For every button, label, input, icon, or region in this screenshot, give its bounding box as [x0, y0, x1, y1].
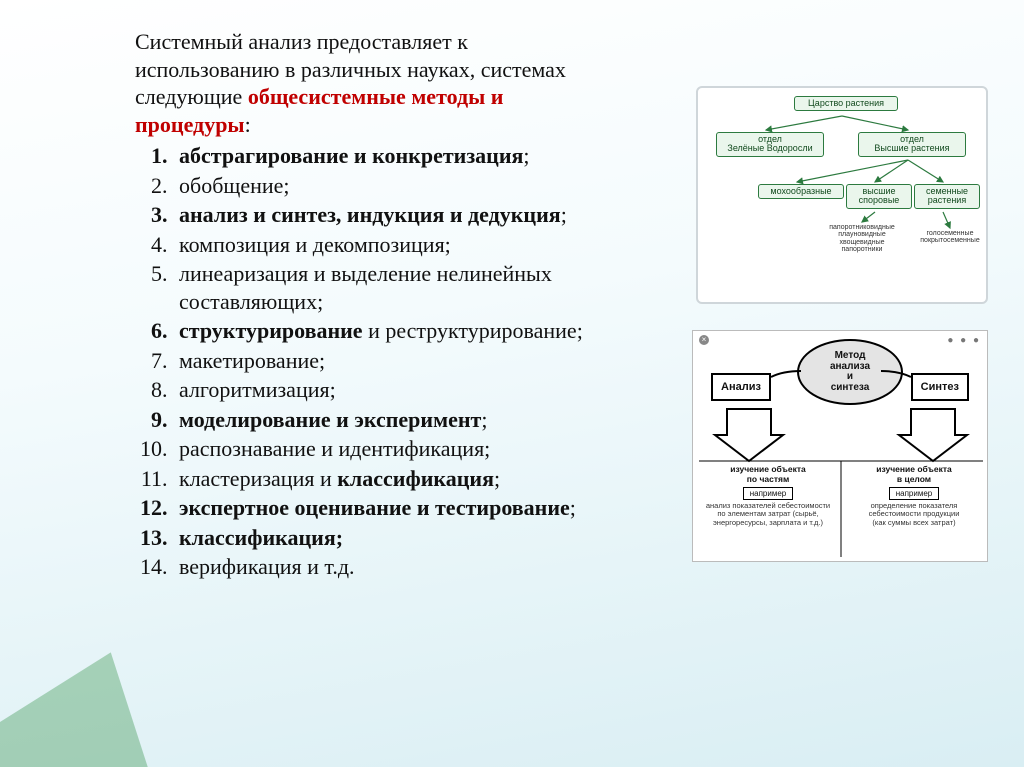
list-item: обобщение; — [173, 172, 665, 200]
bold-text: абстрагирование и конкретизация — [179, 143, 523, 168]
example-label-left: например — [743, 487, 794, 500]
tree-leaf: папоротниковидныеплауновидныехвощевидные… — [816, 224, 908, 253]
text: макетирование; — [179, 348, 325, 373]
left-col-title: изучение объектапо частям — [703, 465, 833, 485]
text: ; — [494, 466, 500, 491]
intro-colon: : — [245, 112, 251, 137]
text: распознавание и идентификация; — [179, 436, 490, 461]
list-item: абстрагирование и конкретизация; — [173, 142, 665, 170]
example-label-right: например — [889, 487, 940, 500]
tree-leaf: голосеменныепокрытосеменные — [912, 230, 988, 245]
list-item: классификация; — [173, 524, 665, 552]
text: ; — [561, 202, 567, 227]
bold-text: анализ и синтез, индукция и дедукция — [179, 202, 561, 227]
tree-node: мохообразные — [758, 184, 844, 199]
text: верификация и т.д. — [179, 554, 355, 579]
list-item: алгоритмизация; — [173, 376, 665, 404]
intro-line1: Системный анализ предоставляет к — [135, 29, 468, 54]
text: линеаризация и выделение нелинейных сост… — [179, 261, 552, 314]
text: алгоритмизация; — [179, 377, 336, 402]
intro-line3-pre: следующие — [135, 84, 248, 109]
text: композиция и декомпозиция; — [179, 232, 451, 257]
taxonomy-tree-figure: Царство растения отделЗелёные Водоросли от… — [696, 86, 988, 304]
bold-text: классификация; — [179, 525, 343, 550]
list-item: макетирование; — [173, 347, 665, 375]
text: ; — [523, 143, 529, 168]
close-icon: × — [699, 335, 709, 345]
list-item: моделирование и эксперимент; — [173, 406, 665, 434]
methods-list: абстрагирование и конкретизация; обобщени… — [135, 142, 665, 581]
text: кластеризация и — [179, 466, 337, 491]
method-oval: Методанализаисинтеза — [797, 339, 903, 405]
right-example: определение показателясебестоимости прод… — [849, 502, 979, 528]
bold-text: моделирование и эксперимент — [179, 407, 481, 432]
list-item: экспертное оценивание и тестирование; — [173, 494, 665, 522]
list-item: верификация и т.д. — [173, 553, 665, 581]
tree-node: Царство растения — [794, 96, 898, 111]
intro-line3-bold: общесистемные методы и — [248, 84, 504, 109]
main-text-block: Системный анализ предоставляет к использ… — [135, 28, 665, 583]
list-item: распознавание и идентификация; — [173, 435, 665, 463]
bold-text: структурирование — [179, 318, 363, 343]
bold-text: экспертное оценивание и тестирование — [179, 495, 570, 520]
tree-node: отделВысшие растения — [858, 132, 966, 157]
left-column: изучение объектапо частям например анали… — [703, 465, 833, 528]
analysis-box: Анализ — [711, 373, 771, 401]
right-col-title: изучение объектав целом — [849, 465, 979, 485]
tree-node: отделЗелёные Водоросли — [716, 132, 824, 157]
synthesis-box: Синтез — [911, 373, 969, 401]
analysis-synthesis-figure: × ● ● ● Методанализаисинтеза Анализ Синт… — [692, 330, 988, 562]
list-item: анализ и синтез, индукция и дедукция; — [173, 201, 665, 229]
dots-icon: ● ● ● — [947, 335, 981, 346]
intro-paragraph: Системный анализ предоставляет к использ… — [135, 28, 665, 138]
text: ; — [481, 407, 487, 432]
text: ; — [570, 495, 576, 520]
text: обобщение; — [179, 173, 290, 198]
intro-line2: использованию в различных науках, систем… — [135, 57, 566, 82]
bold-text: классификация — [337, 466, 494, 491]
tree-node: высшиеспоровые — [846, 184, 912, 209]
decorative-triangle — [0, 605, 242, 767]
tree-node: семенныерастения — [914, 184, 980, 209]
list-item: кластеризация и классификация; — [173, 465, 665, 493]
list-item: структурирование и реструктурирование; — [173, 317, 665, 345]
left-example: анализ показателей себестоимостипо элеме… — [703, 502, 833, 528]
right-column: изучение объектав целом например определ… — [849, 465, 979, 528]
list-item: композиция и декомпозиция; — [173, 231, 665, 259]
text: и реструктурирование; — [363, 318, 583, 343]
intro-line4-bold: процедуры — [135, 112, 245, 137]
list-item: линеаризация и выделение нелинейных сост… — [173, 260, 665, 315]
